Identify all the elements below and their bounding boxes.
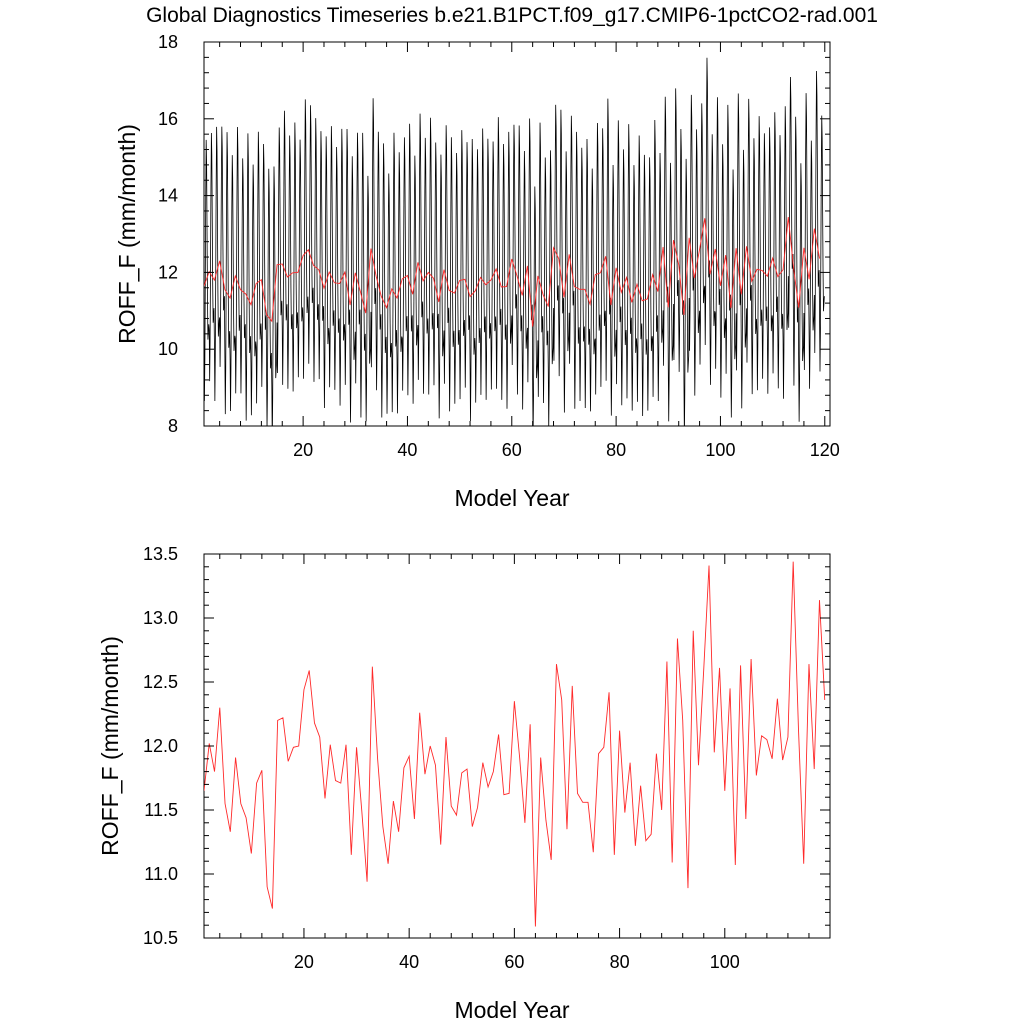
annual-series-path <box>204 217 821 327</box>
y-tick-label: 11.5 <box>144 800 178 820</box>
monthly-series-path <box>204 57 825 426</box>
x-tick-labels-bottom: 20 40 60 80 100 <box>294 952 740 972</box>
x-tick-label: 80 <box>610 952 630 972</box>
y-tick-label: 12.5 <box>143 672 178 692</box>
y-tick-label: 10 <box>158 339 178 359</box>
x-tick-label: 20 <box>294 952 314 972</box>
figure-title: Global Diagnostics Timeseries b.e21.B1PC… <box>146 4 878 27</box>
x-tick-label: 80 <box>606 440 626 460</box>
plot-frame-top <box>203 41 831 427</box>
annual-mean-line <box>204 217 821 327</box>
annual-mean-line <box>204 561 826 927</box>
y-tick-label: 13.5 <box>143 544 178 564</box>
y-tick-label: 12.0 <box>143 736 178 756</box>
y-axis-label-top: ROFF_F (mm/month) <box>114 124 140 344</box>
x-tick-label: 40 <box>397 440 417 460</box>
x-tick-label: 60 <box>504 952 524 972</box>
y-tick-label: 12 <box>158 262 178 282</box>
x-tick-label: 100 <box>705 440 735 460</box>
axis-ticks-bottom <box>204 553 830 939</box>
x-tick-label: 60 <box>502 440 522 460</box>
x-tick-label: 100 <box>710 952 740 972</box>
annual-series-path <box>204 561 826 927</box>
x-tick-labels-top: 20 40 60 80 100 120 <box>293 440 840 460</box>
y-tick-label: 11.0 <box>144 864 178 884</box>
y-tick-label: 18 <box>158 32 178 52</box>
x-tick-label: 20 <box>293 440 313 460</box>
panel-top: 20 40 60 80 100 120 8 10 12 14 16 18 Model Year RO… <box>114 32 840 511</box>
y-tick-label: 14 <box>158 186 178 206</box>
y-tick-label: 10.5 <box>143 928 178 948</box>
x-axis-label-bottom: Model Year <box>454 997 569 1023</box>
monthly-series-line <box>204 57 825 426</box>
y-tick-labels-bottom: 10.5 11.0 11.5 12.0 12.5 13.0 13.5 <box>143 544 178 948</box>
y-tick-label: 8 <box>168 416 178 436</box>
x-tick-label: 120 <box>810 440 840 460</box>
x-tick-label: 40 <box>399 952 419 972</box>
y-tick-label: 16 <box>158 109 178 129</box>
x-axis-label-top: Model Year <box>454 485 569 511</box>
panel-bottom: 20 40 60 80 100 10.5 11.0 11.5 12.0 12.5 13.0 13.5… <box>97 544 831 1023</box>
axis-ticks-top <box>204 41 830 427</box>
y-tick-labels-top: 8 10 12 14 16 18 <box>158 32 178 436</box>
y-axis-label-bottom: ROFF_F (mm/month) <box>97 636 123 856</box>
y-tick-label: 13.0 <box>143 608 178 628</box>
